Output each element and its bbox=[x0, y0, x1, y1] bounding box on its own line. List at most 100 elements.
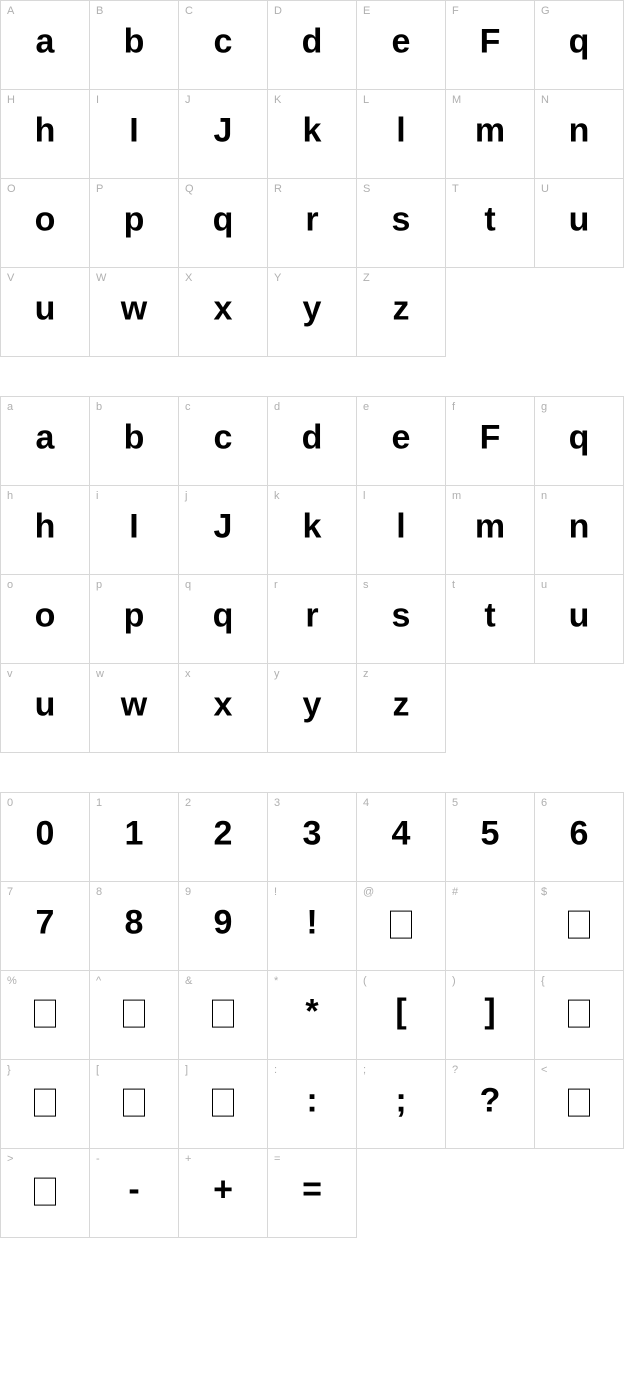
cell-glyph: q bbox=[569, 22, 590, 61]
cell-glyph: ! bbox=[306, 903, 317, 942]
cell-label: ! bbox=[274, 886, 277, 898]
cell-label: * bbox=[274, 975, 278, 987]
chart-row: OoPpQqRrSsTtUu bbox=[0, 178, 640, 267]
glyph-cell: 22 bbox=[178, 792, 268, 882]
cell-glyph: F bbox=[480, 22, 501, 61]
empty-cell bbox=[534, 1148, 624, 1238]
chart-row: VuWwXxYyZz bbox=[0, 267, 640, 356]
cell-label: s bbox=[363, 579, 369, 591]
glyph-cell: Ll bbox=[356, 89, 446, 179]
cell-glyph: J bbox=[214, 507, 233, 546]
missing-glyph-icon bbox=[212, 1000, 234, 1028]
glyph-cell: ([ bbox=[356, 970, 446, 1060]
glyph-cell: ^ bbox=[89, 970, 179, 1060]
missing-glyph-icon bbox=[34, 1000, 56, 1028]
chart-row: 00112233445566 bbox=[0, 792, 640, 881]
cell-label: b bbox=[96, 401, 102, 413]
glyph-cell: iI bbox=[89, 485, 179, 575]
glyph-cell: Ww bbox=[89, 267, 179, 357]
glyph-cell: & bbox=[178, 970, 268, 1060]
cell-glyph: u bbox=[35, 289, 56, 328]
cell-label: D bbox=[274, 5, 282, 17]
cell-label: A bbox=[7, 5, 14, 17]
cell-label: 1 bbox=[96, 797, 102, 809]
cell-glyph: w bbox=[121, 289, 147, 328]
empty-cell bbox=[534, 663, 624, 753]
missing-glyph-icon bbox=[123, 1089, 145, 1117]
cell-glyph: 1 bbox=[125, 814, 144, 853]
glyph-cell: 11 bbox=[89, 792, 179, 882]
glyph-cell: qq bbox=[178, 574, 268, 664]
glyph-cell: ] bbox=[178, 1059, 268, 1149]
cell-label: N bbox=[541, 94, 549, 106]
glyph-cell: cc bbox=[178, 396, 268, 486]
cell-glyph: b bbox=[124, 418, 145, 457]
cell-glyph: + bbox=[213, 1170, 233, 1209]
cell-glyph: 2 bbox=[214, 814, 233, 853]
cell-glyph: b bbox=[124, 22, 145, 61]
cell-label: + bbox=[185, 1153, 191, 1165]
glyph-cell: dd bbox=[267, 396, 357, 486]
glyph-cell: pp bbox=[89, 574, 179, 664]
cell-label: Y bbox=[274, 272, 281, 284]
glyph-cell: ?? bbox=[445, 1059, 535, 1149]
cell-label: k bbox=[274, 490, 280, 502]
glyph-cell: )] bbox=[445, 970, 535, 1060]
glyph-cell: @ bbox=[356, 881, 446, 971]
cell-glyph: q bbox=[569, 418, 590, 457]
cell-glyph: e bbox=[392, 418, 411, 457]
chart-row: hhiIjJkkllmmnn bbox=[0, 485, 640, 574]
cell-label: F bbox=[452, 5, 459, 17]
cell-glyph: x bbox=[214, 685, 233, 724]
cell-label: < bbox=[541, 1064, 547, 1076]
cell-label: ) bbox=[452, 975, 456, 987]
cell-label: ^ bbox=[96, 975, 101, 987]
empty-cell bbox=[534, 267, 624, 357]
cell-label: J bbox=[185, 94, 191, 106]
cell-glyph: u bbox=[569, 200, 590, 239]
cell-label: c bbox=[185, 401, 191, 413]
glyph-cell: Nn bbox=[534, 89, 624, 179]
cell-glyph: l bbox=[396, 111, 405, 150]
empty-cell bbox=[445, 663, 535, 753]
glyph-cell: gq bbox=[534, 396, 624, 486]
cell-label: 0 bbox=[7, 797, 13, 809]
cell-label: j bbox=[185, 490, 187, 502]
glyph-cell: Dd bbox=[267, 0, 357, 90]
glyph-cell: hh bbox=[0, 485, 90, 575]
cell-glyph: e bbox=[392, 22, 411, 61]
cell-glyph: z bbox=[393, 685, 410, 724]
cell-glyph: n bbox=[569, 111, 590, 150]
glyph-cell: [ bbox=[89, 1059, 179, 1149]
cell-label: O bbox=[7, 183, 16, 195]
missing-glyph-icon bbox=[123, 1000, 145, 1028]
cell-glyph: 8 bbox=[125, 903, 144, 942]
cell-glyph: y bbox=[303, 289, 322, 328]
cell-label: v bbox=[7, 668, 13, 680]
cell-label: R bbox=[274, 183, 282, 195]
glyph-cell: zz bbox=[356, 663, 446, 753]
glyph-cell: Pp bbox=[89, 178, 179, 268]
cell-label: { bbox=[541, 975, 545, 987]
cell-glyph: I bbox=[129, 507, 138, 546]
glyph-cell: Bb bbox=[89, 0, 179, 90]
cell-glyph: o bbox=[35, 596, 56, 635]
glyph-chart-uppercase: AaBbCcDdEeFFGqHhIIJJKkLlMmNnOoPpQqRrSsTt… bbox=[0, 0, 640, 356]
cell-glyph: ; bbox=[395, 1081, 406, 1120]
glyph-cell: > bbox=[0, 1148, 90, 1238]
cell-label: : bbox=[274, 1064, 277, 1076]
cell-label: ? bbox=[452, 1064, 458, 1076]
glyph-cell: 33 bbox=[267, 792, 357, 882]
missing-glyph-icon bbox=[568, 1089, 590, 1117]
cell-glyph: 5 bbox=[481, 814, 500, 853]
glyph-cell: 88 bbox=[89, 881, 179, 971]
cell-label: i bbox=[96, 490, 98, 502]
glyph-cell: == bbox=[267, 1148, 357, 1238]
cell-glyph: - bbox=[128, 1170, 139, 1209]
cell-glyph: q bbox=[213, 200, 234, 239]
cell-label: ; bbox=[363, 1064, 366, 1076]
cell-label: 8 bbox=[96, 886, 102, 898]
cell-glyph: s bbox=[392, 200, 411, 239]
cell-label: > bbox=[7, 1153, 13, 1165]
glyph-cell: Tt bbox=[445, 178, 535, 268]
